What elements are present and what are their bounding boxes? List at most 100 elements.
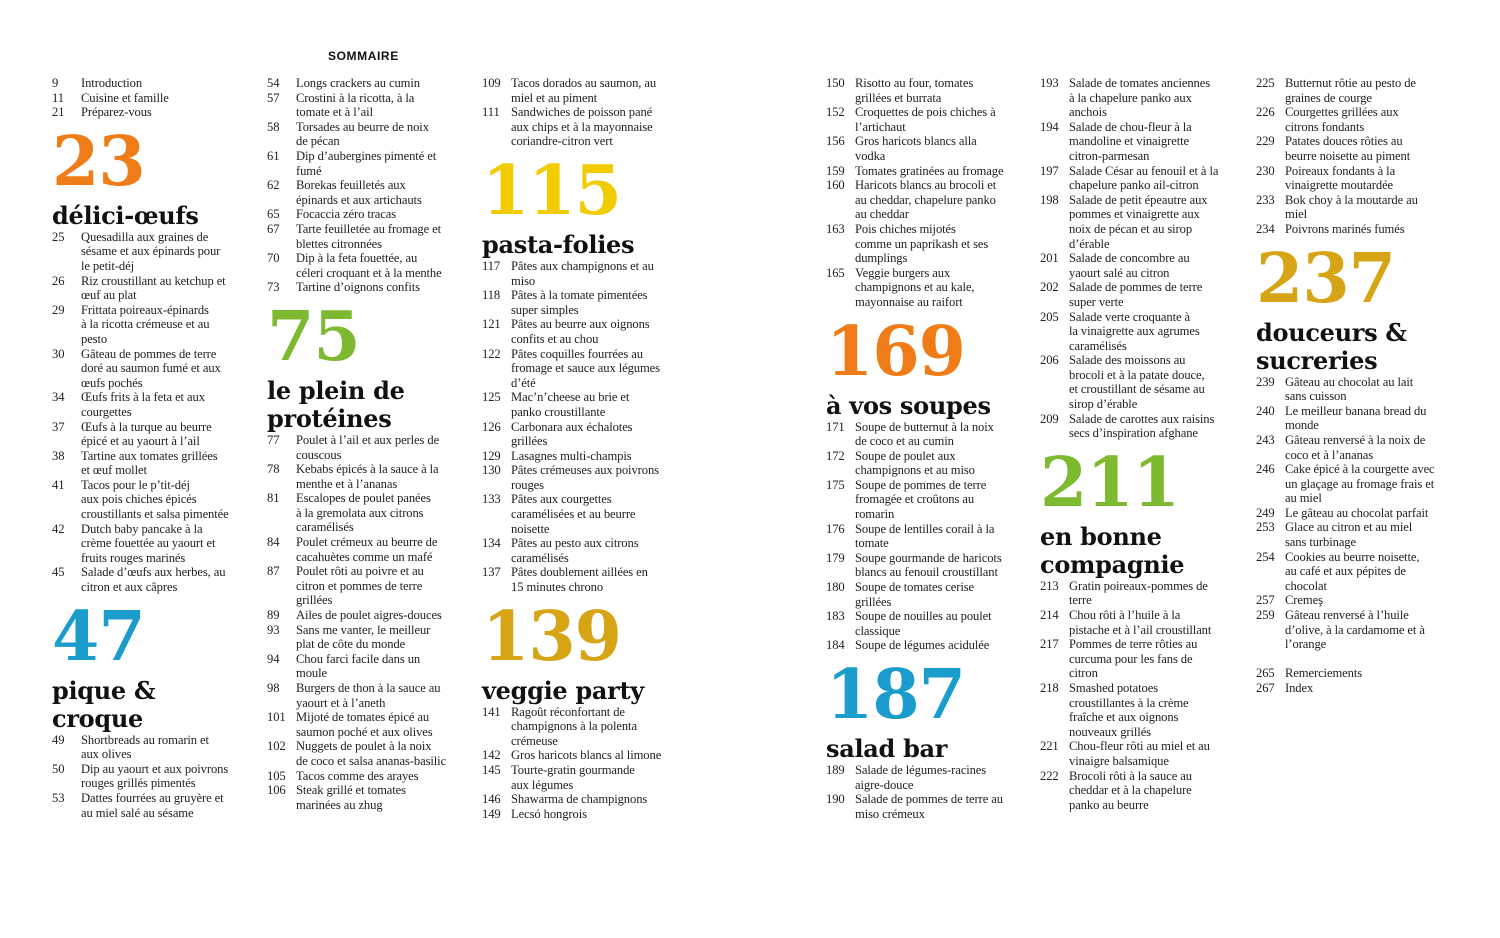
- toc-entry: 49 Shortbreads au romarin et aux olives: [52, 733, 264, 762]
- entry-page-number: 133: [482, 492, 501, 507]
- entry-title: Tartine aux tomates grillées et œuf moll…: [81, 448, 218, 478]
- entry-page-number: 67: [267, 221, 280, 236]
- entry-title: Mijoté de tomates épicé au saumon poché …: [296, 710, 433, 739]
- entry-title: Quesadilla aux graines de sésame et aux …: [81, 229, 221, 273]
- toc-entry: 37 Œufs à la turque au beurre épicé et au…: [52, 420, 264, 449]
- entry-page-number: 253: [1256, 520, 1275, 535]
- entry-page-number: 239: [1256, 374, 1275, 389]
- entry-page-number: 98: [267, 681, 280, 695]
- toc-entry: 26 Riz croustillant au ketchup et œuf au …: [52, 274, 264, 303]
- entry-page-number: 73: [267, 280, 280, 295]
- entry-title: Haricots blancs au brocoli et au cheddar…: [855, 178, 997, 222]
- toc-entry: 171 Soupe de butternut à la noix de coco …: [826, 420, 1038, 449]
- toc-entry: 222 Brocoli rôti à la sauce au cheddar et…: [1040, 769, 1252, 813]
- section-header: 237 douceurs & sucreries: [1256, 239, 1468, 375]
- entry-page-number: 109: [482, 76, 501, 90]
- entry-page-number: 243: [1256, 432, 1275, 447]
- entry-page-number: 106: [267, 783, 286, 798]
- entry-page-number: 165: [826, 265, 845, 280]
- section-page-number: 23: [52, 121, 146, 202]
- entry-page-number: 38: [52, 448, 65, 463]
- entry-page-number: 81: [267, 491, 280, 506]
- toc-entry: 142 Gros haricots blancs al limone: [482, 748, 694, 763]
- toc-entry: 189 Salade de légumes-racines aigre-douce: [826, 763, 1038, 792]
- toc-entry: 254 Cookies au beurre noisette, au café e…: [1256, 550, 1468, 594]
- entry-title: Glace au citron et au miel sans turbinag…: [1285, 520, 1413, 550]
- section-title: salad bar: [826, 734, 948, 763]
- toc-entry: 129 Lasagnes multi-champis: [482, 449, 694, 464]
- toc-entry: 117 Pâtes aux champignons et au miso: [482, 259, 694, 288]
- toc-entry: 62 Borekas feuilletés aux épinards et aux…: [267, 178, 479, 207]
- entry-page-number: 249: [1256, 505, 1275, 520]
- entry-title: Ragoût réconfortant de champignons à la …: [511, 704, 637, 748]
- entry-page-number: 225: [1256, 76, 1275, 90]
- section-page-number: 47: [52, 596, 146, 677]
- entry-title: Gros haricots blancs al limone: [511, 748, 662, 763]
- entry-page-number: 197: [1040, 163, 1059, 178]
- entry-page-number: 57: [267, 90, 280, 105]
- toc-entry: 58 Torsades au beurre de noix de pécan: [267, 120, 479, 149]
- entry-page-number: 87: [267, 564, 280, 579]
- entry-title: Salade de légumes-racines aigre-douce: [855, 763, 987, 792]
- toc-entry: 122 Pâtes coquilles fourrées au fromage e…: [482, 347, 694, 391]
- entry-page-number: 118: [482, 288, 501, 303]
- toc-entry: 226 Courgettes grillées aux citrons fonda…: [1256, 105, 1468, 134]
- entry-title: Ailes de poulet aigres-douces: [296, 608, 442, 623]
- entry-title: Soupe de lentilles corail à la tomate: [855, 521, 995, 551]
- entry-page-number: 37: [52, 419, 65, 434]
- entry-page-number: 134: [482, 536, 501, 551]
- entry-page-number: 11: [52, 90, 64, 105]
- toc-entry: 125 Mac’n’cheese au brie et panko crousti…: [482, 390, 694, 419]
- toc-entry: 152 Croquettes de pois chiches à l’artich…: [826, 105, 1038, 134]
- toc-entry: 259 Gâteau renversé à l’huile d’olive, à …: [1256, 608, 1468, 652]
- entry-title: Salade des moissons au brocoli et à la p…: [1069, 353, 1205, 412]
- entry-title: Chou farci facile dans un moule: [296, 651, 421, 681]
- entry-title: Salade César au fenouil et à la chapelur…: [1069, 163, 1219, 193]
- entry-page-number: 176: [826, 521, 845, 536]
- toc-entry: 133 Pâtes aux courgettes caramélisées et …: [482, 492, 694, 536]
- toc-entry: 249 Le gâteau au chocolat parfait: [1256, 506, 1468, 521]
- entry-title: Nuggets de poulet à la noix de coco et s…: [296, 739, 447, 768]
- section-title: pasta-folies: [482, 229, 635, 259]
- entry-page-number: 193: [1040, 76, 1059, 90]
- toc-entry: 29 Frittata poireaux-épinards à la ricott…: [52, 303, 264, 347]
- entry-title: Salade de concombre au yaourt salé au ci…: [1069, 251, 1190, 280]
- page-heading: SOMMAIRE: [328, 49, 399, 63]
- entry-page-number: 34: [52, 390, 65, 405]
- entry-title: Torsades au beurre de noix de pécan: [296, 119, 429, 149]
- section-title: veggie party: [482, 675, 644, 705]
- entry-title: Pâtes au beurre aux oignons confits et a…: [511, 317, 650, 346]
- entry-title: Cake épicé à la courgette avec un glaçag…: [1285, 462, 1435, 506]
- entry-title: Introduction: [81, 76, 143, 90]
- entry-title: Tarte feuilletée au fromage et blettes c…: [296, 221, 442, 251]
- entry-page-number: 42: [52, 521, 65, 536]
- toc-entry: 217 Pommes de terre rôties au curcuma pou…: [1040, 637, 1252, 681]
- toc-entry: 126 Carbonara aux échalotes grillées: [482, 420, 694, 449]
- entry-page-number: 221: [1040, 739, 1059, 754]
- section-title: en bonne compagnie: [1040, 521, 1185, 579]
- entry-title: Soupe gourmande de haricots blancs au fe…: [855, 550, 1002, 580]
- entry-title: Salade de pommes de terre au miso crémeu…: [855, 792, 1003, 821]
- toc-entry: 206 Salade des moissons au brocoli et à l…: [1040, 353, 1252, 411]
- entry-page-number: 26: [52, 273, 65, 288]
- entry-page-number: 163: [826, 221, 845, 236]
- entry-page-number: 45: [52, 565, 65, 580]
- entry-page-number: 30: [52, 346, 65, 361]
- section-page-number: 75: [267, 296, 361, 377]
- entry-page-number: 21: [52, 105, 65, 120]
- entry-title: Chou-fleur rôti au miel et au vinaigre b…: [1069, 739, 1210, 768]
- entry-page-number: 194: [1040, 119, 1059, 134]
- entry-title: Patates douces rôties au beurre noisette…: [1285, 134, 1411, 163]
- entry-page-number: 218: [1040, 681, 1059, 695]
- toc-entry: 93 Sans me vanter, le meilleur plat de cô…: [267, 623, 479, 652]
- entry-title: Pâtes à la tomate pimentées super simple…: [511, 288, 648, 317]
- toc-entry: 239 Gâteau au chocolat au lait sans cuiss…: [1256, 375, 1468, 404]
- toc-column-1: 9 Introduction 11 Cuisine et famille 21 Prépa…: [52, 76, 264, 820]
- entry-title: Mac’n’cheese au brie et panko croustilla…: [511, 390, 630, 419]
- entry-title: Le meilleur banana bread du monde: [1285, 403, 1427, 433]
- entry-title: Burgers de thon à la sauce au yaourt et …: [296, 681, 441, 710]
- entry-title: Bok choy à la moutarde au miel: [1285, 192, 1418, 222]
- entry-title: Salade verte croquante à la vinaigrette …: [1069, 309, 1200, 353]
- entry-page-number: 213: [1040, 578, 1059, 593]
- entry-page-number: 146: [482, 792, 501, 807]
